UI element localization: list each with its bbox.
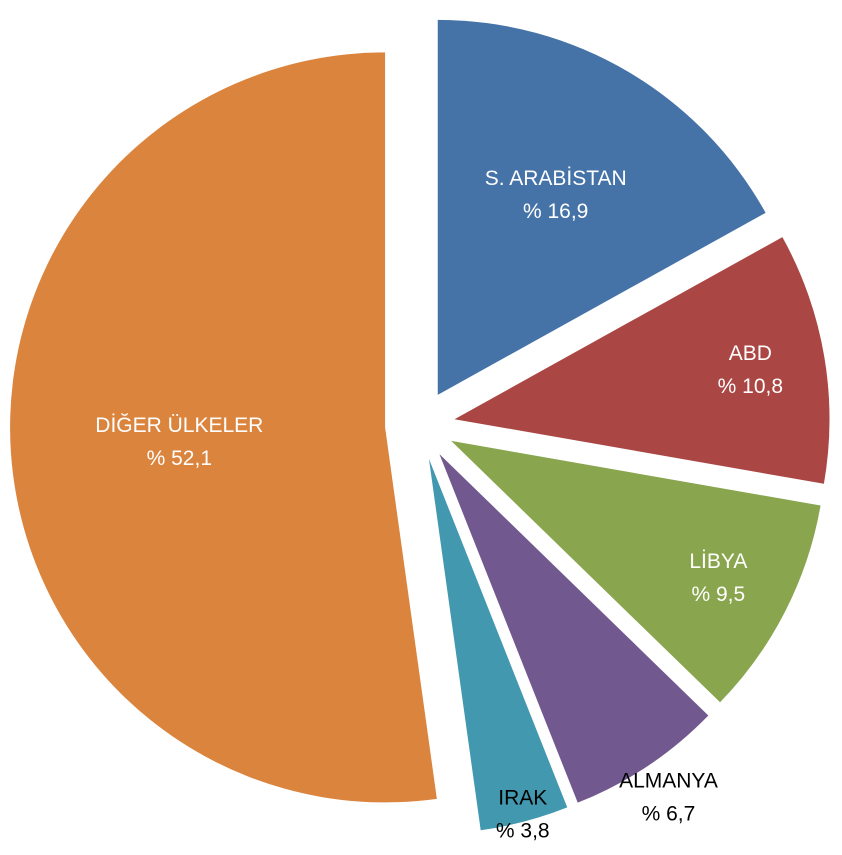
slice-label: IRAK: [498, 787, 547, 810]
pie-slice: [439, 454, 709, 803]
pie-slice: [454, 237, 830, 484]
slice-value-label: % 10,8: [718, 375, 783, 398]
slice-value-label: % 9,5: [691, 583, 745, 606]
slice-value-label: % 3,8: [496, 820, 550, 843]
pie-slice: [428, 458, 568, 831]
slice-label: S. ARABİSTAN: [485, 167, 627, 190]
slice-value-label: % 52,1: [147, 447, 212, 470]
slice-label: ABD: [729, 342, 772, 365]
slice-label: DİĞER ÜLKELER: [95, 414, 263, 437]
slice-label: ALMANYA: [619, 770, 718, 793]
slice-value-label: % 6,7: [642, 803, 696, 826]
pie-slice: [437, 19, 766, 395]
pie-slice: [10, 52, 437, 803]
slice-value-label: % 16,9: [523, 200, 588, 223]
slice-label: LİBYA: [689, 550, 747, 573]
pie-slice: [451, 440, 821, 703]
